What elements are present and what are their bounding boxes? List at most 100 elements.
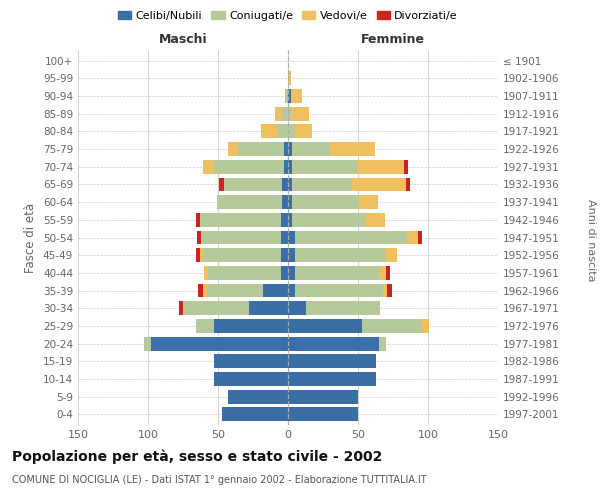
Text: Popolazione per età, sesso e stato civile - 2002: Popolazione per età, sesso e stato civil…: [12, 450, 382, 464]
Bar: [288, 230, 295, 244]
Bar: [295, 266, 379, 280]
Bar: [281, 230, 288, 244]
Bar: [288, 390, 358, 404]
Bar: [422, 319, 430, 333]
Bar: [367, 213, 385, 226]
Bar: [292, 178, 352, 192]
Bar: [217, 195, 283, 209]
Bar: [263, 284, 288, 298]
Bar: [208, 266, 281, 280]
Bar: [388, 284, 392, 298]
Bar: [275, 107, 283, 120]
Bar: [288, 213, 292, 226]
Bar: [207, 284, 263, 298]
Bar: [283, 107, 288, 120]
Bar: [288, 284, 295, 298]
Bar: [288, 408, 358, 422]
Bar: [288, 372, 376, 386]
Bar: [228, 390, 288, 404]
Bar: [288, 72, 291, 85]
Bar: [197, 230, 201, 244]
Bar: [151, 336, 288, 350]
Bar: [203, 284, 207, 298]
Bar: [214, 319, 288, 333]
Bar: [277, 124, 288, 138]
Bar: [295, 248, 386, 262]
Text: Maschi: Maschi: [158, 34, 208, 46]
Bar: [199, 284, 203, 298]
Bar: [196, 213, 200, 226]
Bar: [203, 160, 214, 173]
Bar: [281, 266, 288, 280]
Bar: [383, 284, 388, 298]
Bar: [295, 284, 383, 298]
Bar: [196, 319, 214, 333]
Bar: [224, 178, 283, 192]
Bar: [200, 248, 204, 262]
Bar: [288, 107, 291, 120]
Bar: [288, 160, 292, 173]
Bar: [406, 178, 410, 192]
Text: Anni di nascita: Anni di nascita: [586, 198, 596, 281]
Bar: [220, 178, 224, 192]
Bar: [418, 230, 422, 244]
Bar: [214, 372, 288, 386]
Bar: [352, 178, 406, 192]
Bar: [249, 302, 288, 315]
Bar: [288, 302, 306, 315]
Bar: [407, 230, 418, 244]
Bar: [291, 107, 309, 120]
Bar: [196, 248, 200, 262]
Bar: [292, 195, 359, 209]
Bar: [228, 142, 238, 156]
Bar: [288, 142, 292, 156]
Bar: [288, 354, 376, 368]
Bar: [204, 248, 281, 262]
Bar: [200, 213, 281, 226]
Bar: [330, 142, 375, 156]
Bar: [386, 248, 397, 262]
Bar: [183, 302, 249, 315]
Bar: [295, 230, 407, 244]
Bar: [288, 89, 291, 103]
Bar: [222, 408, 288, 422]
Bar: [284, 160, 288, 173]
Legend: Celibi/Nubili, Coniugati/e, Vedovi/e, Divorziati/e: Celibi/Nubili, Coniugati/e, Vedovi/e, Di…: [113, 7, 463, 26]
Bar: [379, 266, 386, 280]
Bar: [306, 302, 380, 315]
Bar: [281, 213, 288, 226]
Bar: [358, 160, 404, 173]
Bar: [179, 302, 183, 315]
Bar: [283, 195, 288, 209]
Bar: [288, 248, 295, 262]
Text: COMUNE DI NOCIGLIA (LE) - Dati ISTAT 1° gennaio 2002 - Elaborazione TUTTITALIA.I: COMUNE DI NOCIGLIA (LE) - Dati ISTAT 1° …: [12, 475, 427, 485]
Bar: [144, 336, 151, 350]
Bar: [288, 266, 295, 280]
Bar: [292, 213, 367, 226]
Bar: [288, 319, 362, 333]
Bar: [404, 160, 409, 173]
Bar: [292, 142, 330, 156]
Bar: [284, 142, 288, 156]
Bar: [214, 160, 284, 173]
Bar: [288, 124, 295, 138]
Bar: [292, 160, 358, 173]
Bar: [295, 124, 312, 138]
Bar: [386, 266, 390, 280]
Bar: [291, 89, 302, 103]
Bar: [204, 266, 208, 280]
Bar: [362, 319, 422, 333]
Y-axis label: Fasce di età: Fasce di età: [25, 202, 37, 272]
Bar: [283, 178, 288, 192]
Bar: [379, 336, 386, 350]
Bar: [281, 248, 288, 262]
Bar: [262, 124, 277, 138]
Bar: [359, 195, 377, 209]
Bar: [214, 354, 288, 368]
Bar: [288, 178, 292, 192]
Bar: [238, 142, 284, 156]
Bar: [285, 89, 288, 103]
Bar: [288, 336, 379, 350]
Bar: [288, 195, 292, 209]
Text: Femmine: Femmine: [361, 34, 425, 46]
